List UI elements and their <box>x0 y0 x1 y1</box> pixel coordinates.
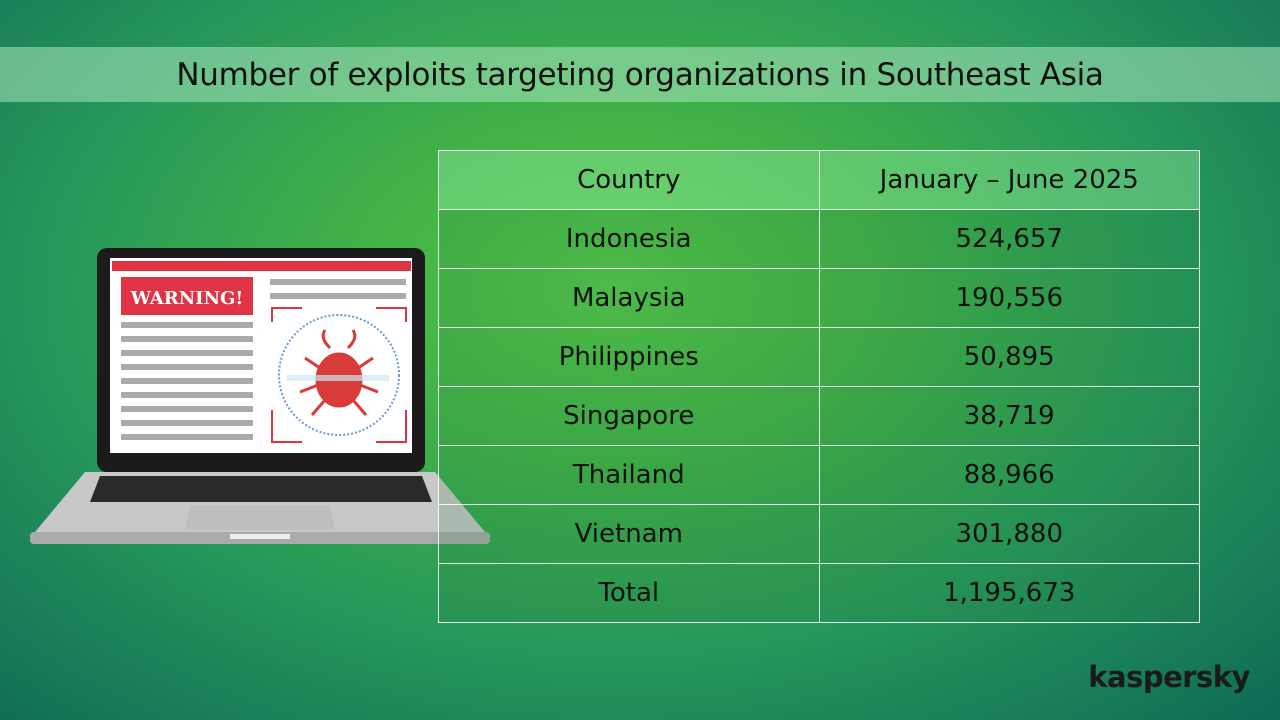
country-cell: Singapore <box>438 386 820 446</box>
exploits-table: Country January – June 2025 Indonesia 524… <box>438 150 1200 623</box>
title-banner: Number of exploits targeting organizatio… <box>0 47 1280 102</box>
value-cell: 301,880 <box>818 504 1200 564</box>
value-cell: 524,657 <box>818 209 1200 269</box>
country-cell: Indonesia <box>438 209 820 269</box>
value-cell: 50,895 <box>818 327 1200 387</box>
table-row: Vietnam 301,880 <box>438 504 1200 564</box>
kaspersky-logo: kaspersky <box>1088 660 1250 694</box>
laptop-illustration: WARNING! <box>30 248 490 544</box>
table-row: Philippines 50,895 <box>438 327 1200 387</box>
table-row-total: Total 1,195,673 <box>438 563 1200 623</box>
text-lines <box>121 279 406 440</box>
table-row: Indonesia 524,657 <box>438 209 1200 269</box>
country-cell: Malaysia <box>438 268 820 328</box>
page-title: Number of exploits targeting organizatio… <box>176 56 1104 93</box>
warning-label: WARNING! <box>130 288 244 309</box>
table-header-row: Country January – June 2025 <box>438 150 1200 210</box>
scan-frame <box>271 307 407 443</box>
country-cell: Thailand <box>438 445 820 505</box>
value-cell: 88,966 <box>818 445 1200 505</box>
value-cell: 190,556 <box>818 268 1200 328</box>
column-header-country: Country <box>438 150 820 210</box>
column-header-period: January – June 2025 <box>818 150 1200 210</box>
value-cell: 38,719 <box>818 386 1200 446</box>
total-label-cell: Total <box>438 563 820 623</box>
table-row: Thailand 88,966 <box>438 445 1200 505</box>
country-cell: Philippines <box>438 327 820 387</box>
country-cell: Vietnam <box>438 504 820 564</box>
table-row: Malaysia 190,556 <box>438 268 1200 328</box>
total-value-cell: 1,195,673 <box>818 563 1200 623</box>
table-row: Singapore 38,719 <box>438 386 1200 446</box>
